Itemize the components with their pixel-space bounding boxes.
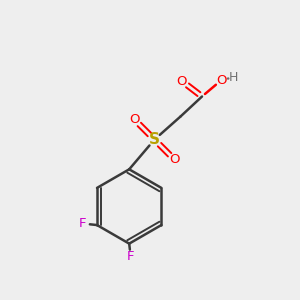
Text: H: H <box>229 71 239 84</box>
Text: O: O <box>177 74 187 88</box>
Text: S: S <box>149 132 160 147</box>
Text: F: F <box>79 217 86 230</box>
Text: F: F <box>127 250 134 263</box>
Text: O: O <box>129 113 140 126</box>
Text: O: O <box>169 153 180 166</box>
Text: O: O <box>216 74 226 87</box>
